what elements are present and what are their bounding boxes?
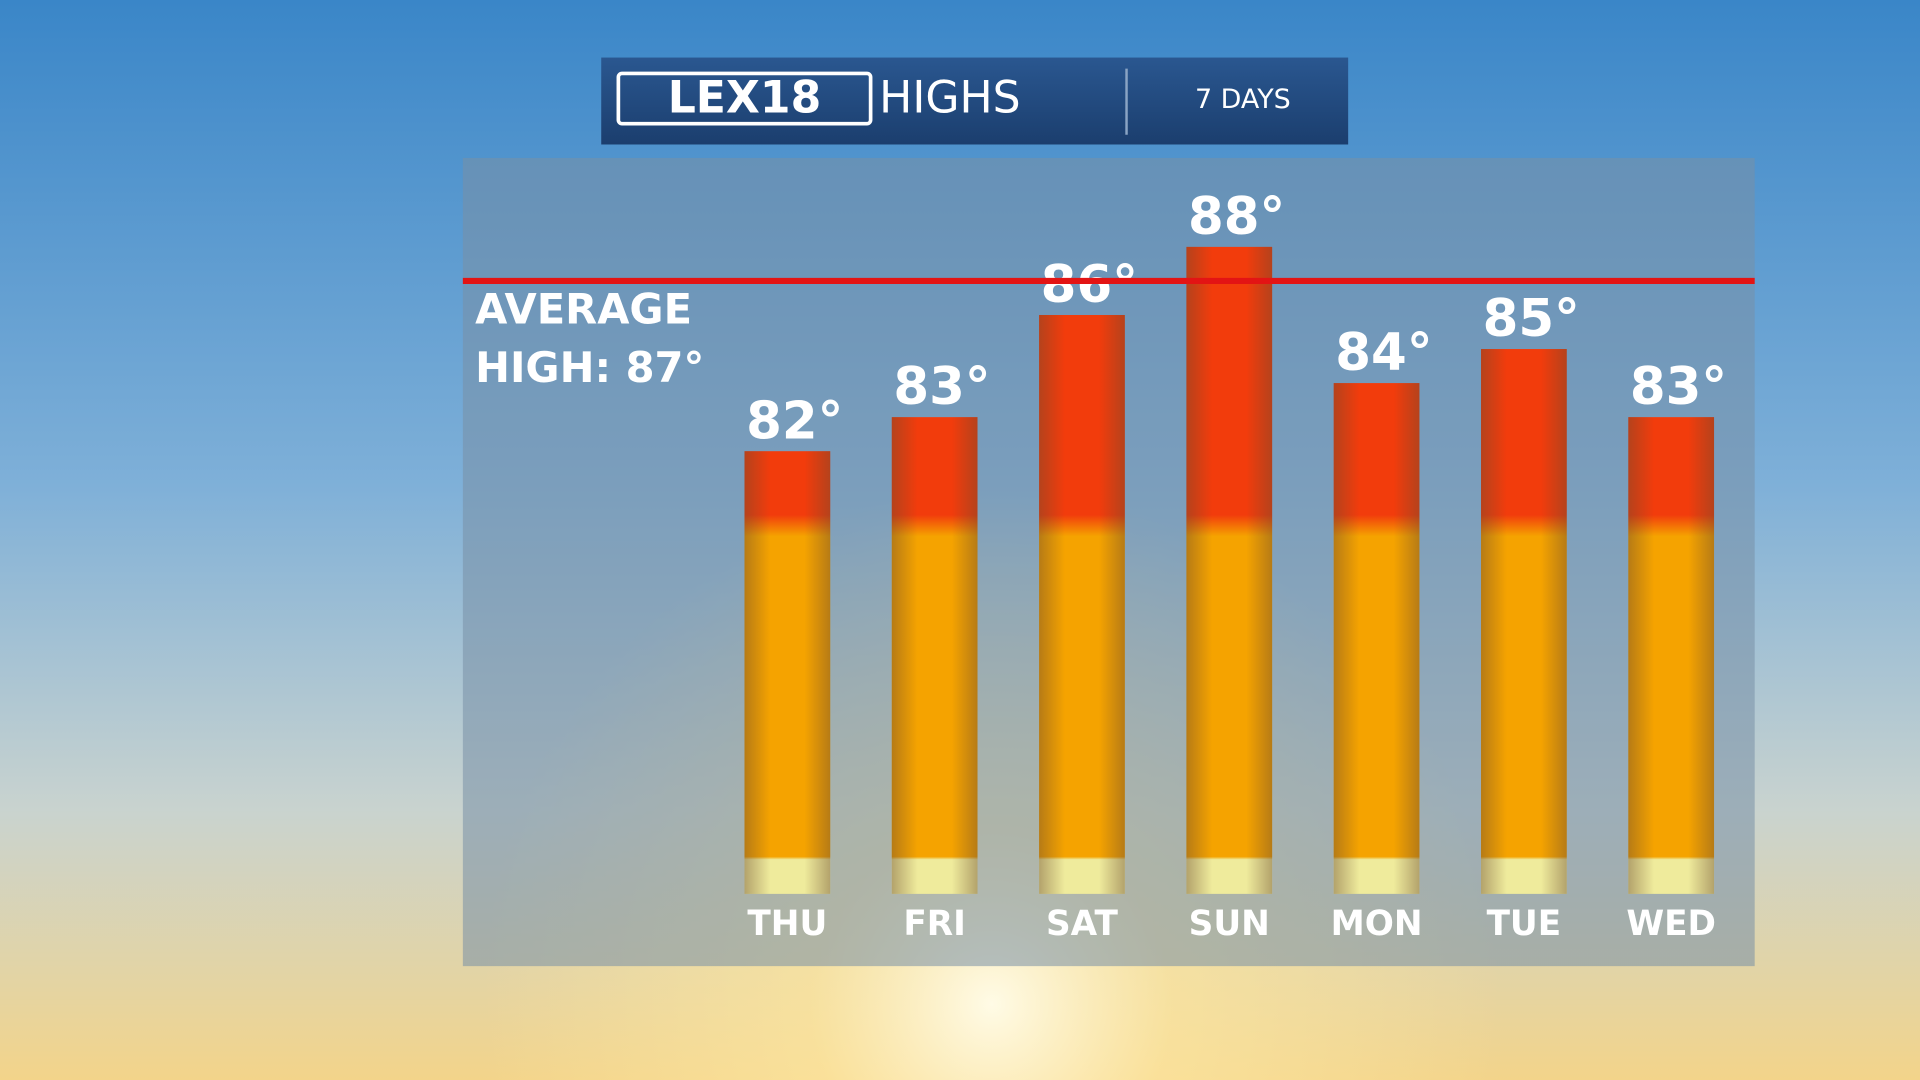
bar-shade bbox=[1628, 417, 1715, 894]
bar-shade bbox=[1481, 349, 1567, 894]
value-label: 82° bbox=[746, 391, 843, 451]
logo-box bbox=[616, 71, 873, 126]
x-tick-label: MON bbox=[1331, 904, 1423, 944]
x-tick-label: THU bbox=[747, 904, 827, 944]
average-label: AVERAGE HIGH: 87° bbox=[475, 285, 705, 394]
value-label: 83° bbox=[893, 357, 990, 417]
bar-shade bbox=[1333, 383, 1420, 894]
annotation-box: AVERAGE HIGH: 87° bbox=[475, 285, 705, 394]
chart-title: HIGHS bbox=[879, 72, 1020, 123]
value-label: 85° bbox=[1483, 289, 1580, 349]
value-label: 84° bbox=[1335, 323, 1432, 383]
value-label: 83° bbox=[1630, 357, 1727, 417]
x-tick-label: SUN bbox=[1189, 904, 1270, 944]
x-tick-label: TUE bbox=[1487, 904, 1562, 944]
x-tick-label: SAT bbox=[1046, 904, 1119, 944]
logo: LEX18 bbox=[668, 72, 822, 123]
bar-shade bbox=[744, 451, 831, 894]
subtitle: 7 DAYS bbox=[1195, 84, 1291, 115]
value-label: 88° bbox=[1188, 187, 1285, 247]
x-tick-label: WED bbox=[1626, 904, 1716, 944]
value-label: 86° bbox=[1041, 255, 1138, 315]
x-tick-label: FRI bbox=[903, 904, 966, 944]
bar-shade bbox=[891, 417, 978, 894]
bar-shade bbox=[1186, 246, 1273, 894]
bar-shade bbox=[1039, 314, 1125, 894]
